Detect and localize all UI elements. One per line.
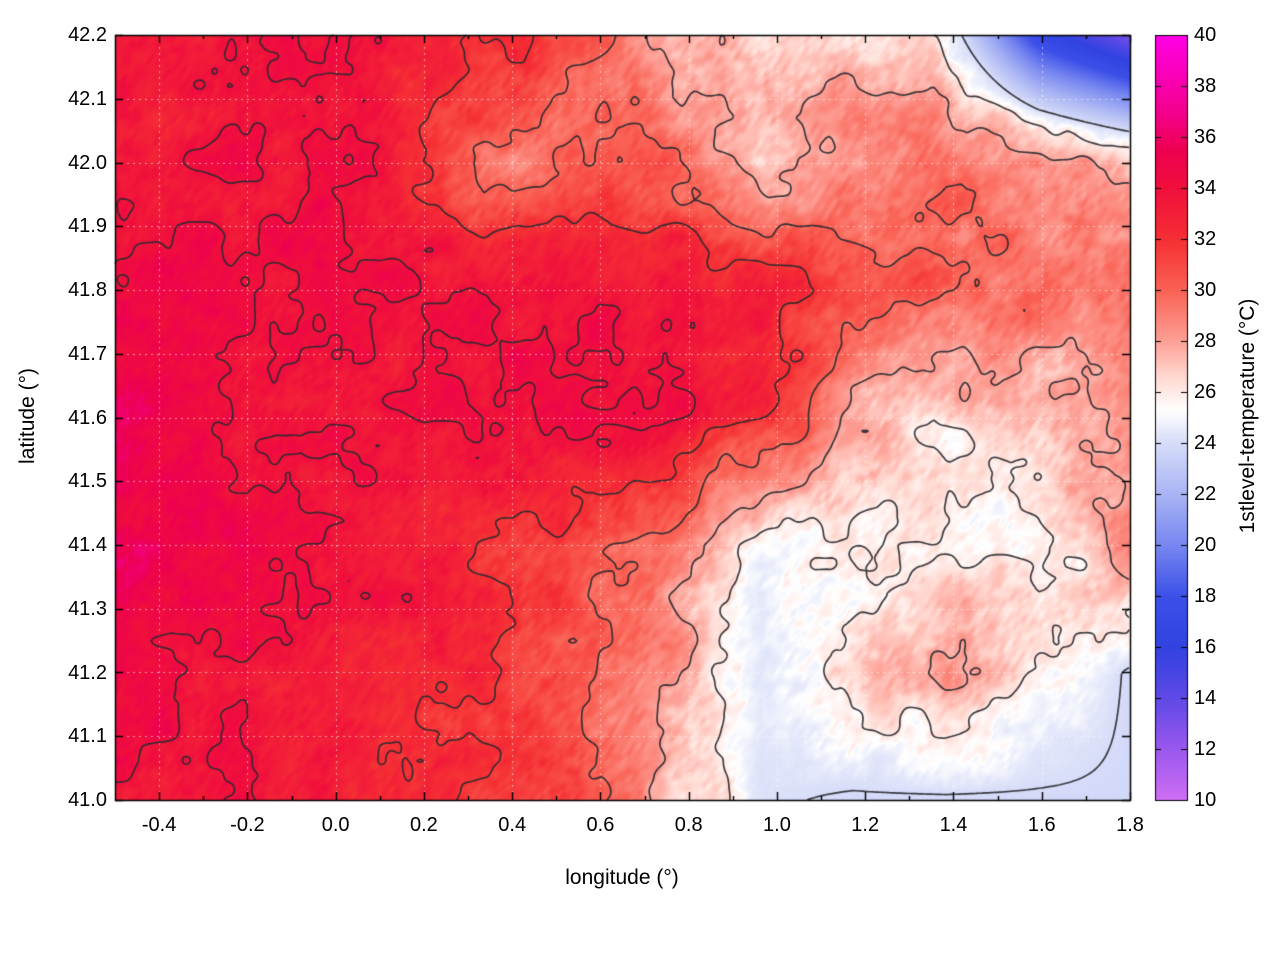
x-axis-title: longitude (°)	[565, 866, 679, 889]
x-tick-label: 1.4	[939, 814, 968, 836]
colorbar-tick-label: 24	[1194, 432, 1217, 454]
y-tick-label: 41.3	[68, 597, 107, 620]
y-tick-label: 42.2	[68, 24, 107, 46]
x-tick-label: 1.6	[1027, 814, 1056, 836]
colorbar-tick-label: 12	[1194, 738, 1217, 760]
colorbar-tick-label: 26	[1194, 381, 1217, 403]
x-tick-label: 1.2	[851, 814, 880, 836]
colorbar-tick-label: 18	[1194, 585, 1217, 607]
colorbar-tick-label: 40	[1194, 24, 1217, 46]
x-tick-label: 1.8	[1116, 814, 1144, 836]
y-tick-label: 42.1	[68, 87, 107, 110]
y-axis-title: latitude (°)	[16, 368, 39, 464]
y-tick-label: 41.1	[68, 725, 107, 748]
x-tick-label: 0.6	[586, 814, 615, 836]
x-tick-label: -0.4	[141, 814, 177, 836]
y-tick-label: 41.0	[68, 789, 107, 811]
x-tick-label: 0.2	[410, 814, 438, 836]
x-tick-label: 0.4	[498, 814, 527, 836]
colorbar-tick-label: 38	[1194, 75, 1217, 97]
y-tick-label: 41.2	[68, 661, 107, 684]
x-tick-label: 1.0	[763, 814, 791, 836]
colorbar-tick-label: 34	[1194, 177, 1217, 199]
colorbar-tick-label: 22	[1194, 483, 1217, 505]
colorbar-tick-label: 14	[1194, 687, 1217, 709]
colorbar-tick-label: 36	[1194, 126, 1217, 148]
y-tick-label: 41.9	[68, 215, 107, 238]
colorbar-tick-label: 10	[1194, 789, 1217, 811]
colorbar-tick-label: 20	[1194, 534, 1217, 556]
y-tick-label: 41.8	[68, 279, 107, 301]
colorbar-title: 1stlevel-temperature (°C)	[1236, 298, 1259, 534]
y-tick-label: 41.5	[68, 470, 107, 493]
colorbar-tick-label: 28	[1194, 330, 1217, 352]
colorbar-tick-label: 32	[1194, 228, 1217, 250]
x-tick-label: 0.0	[321, 814, 350, 836]
y-tick-label: 41.6	[68, 406, 107, 429]
colorbar-tick-label: 30	[1194, 279, 1217, 301]
y-tick-label: 41.7	[68, 342, 107, 365]
y-tick-label: 42.0	[68, 151, 107, 174]
x-tick-label: 0.8	[674, 814, 703, 836]
x-tick-label: -0.2	[230, 814, 265, 836]
y-tick-label: 41.4	[68, 534, 107, 556]
colorbar-tick-label: 16	[1194, 636, 1217, 658]
